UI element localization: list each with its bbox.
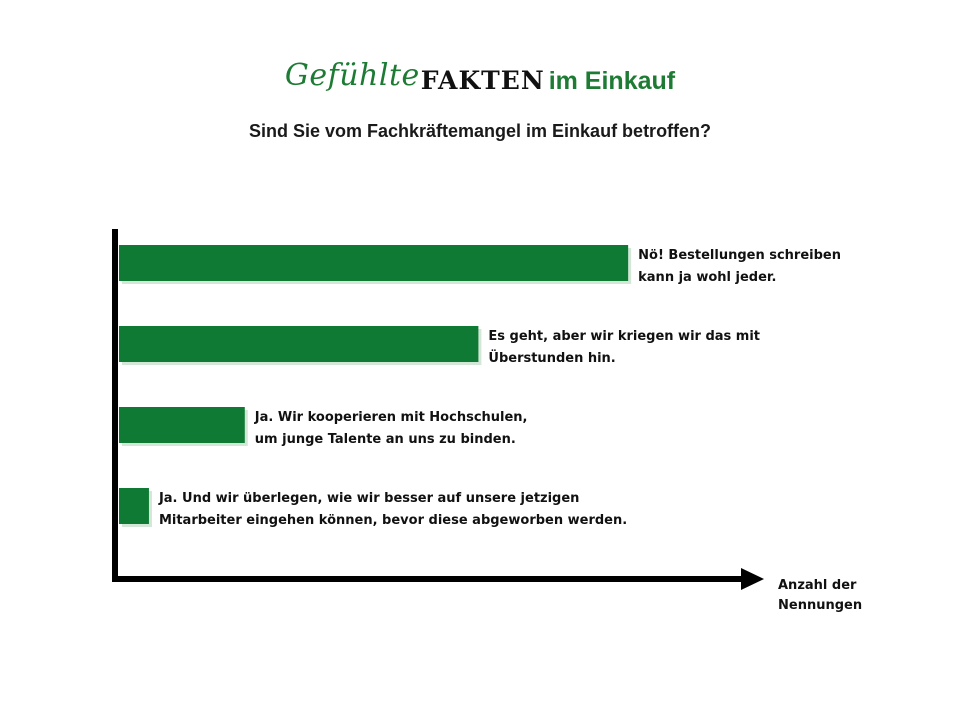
- bar-label-3-line-1: Ja. Wir kooperieren mit Hochschulen,: [254, 410, 528, 425]
- bar-1: [119, 245, 629, 281]
- bar-label-2-line-2: Überstunden hin.: [488, 350, 615, 366]
- bar-label-2-line-1: Es geht, aber wir kriegen wir das mit: [488, 329, 760, 344]
- bar-label-4-line-1: Ja. Und wir überlegen, wie wir besser au…: [158, 491, 580, 506]
- bar-label-3: Ja. Wir kooperieren mit Hochschulen, um j…: [254, 410, 528, 447]
- bar-label-2: Es geht, aber wir kriegen wir das mit Übe…: [488, 329, 760, 366]
- x-axis-label: Anzahl der Nennungen: [778, 576, 928, 616]
- x-axis-arrow-icon: [741, 568, 764, 590]
- bar-label-4: Ja. Und wir überlegen, wie wir besser au…: [158, 491, 627, 528]
- axes: [112, 229, 764, 590]
- brand-heading: GefühlteFAKTEN im Einkauf: [0, 58, 960, 112]
- bar-labels-layer: Nö! Bestellungen schreiben kann ja wohl j…: [158, 248, 841, 528]
- bar-label-1: Nö! Bestellungen schreiben kann ja wohl j…: [638, 248, 841, 285]
- brand-word-gefuehlte: Gefühlte: [284, 58, 420, 93]
- bar-3: [119, 407, 245, 443]
- x-axis-label-line-1: Anzahl der: [778, 578, 857, 593]
- bar-label-1-line-1: Nö! Bestellungen schreiben: [638, 248, 841, 263]
- chart-title: Sind Sie vom Fachkräftemangel im Einkauf…: [248, 121, 712, 141]
- bars-layer: [119, 245, 632, 527]
- brand-word-fakten: FAKTEN: [420, 66, 545, 95]
- brand-word-im-einkauf: im Einkauf: [548, 67, 676, 95]
- bar-label-3-line-2: um junge Talente an uns zu binden.: [255, 432, 516, 447]
- bar-2: [119, 326, 479, 362]
- bar-label-4-line-2: Mitarbeiter eingehen können, bevor diese…: [159, 513, 627, 528]
- bar-4: [119, 488, 149, 524]
- bar-label-1-line-2: kann ja wohl jeder.: [638, 270, 776, 285]
- x-axis-label-line-2: Nennungen: [778, 598, 863, 613]
